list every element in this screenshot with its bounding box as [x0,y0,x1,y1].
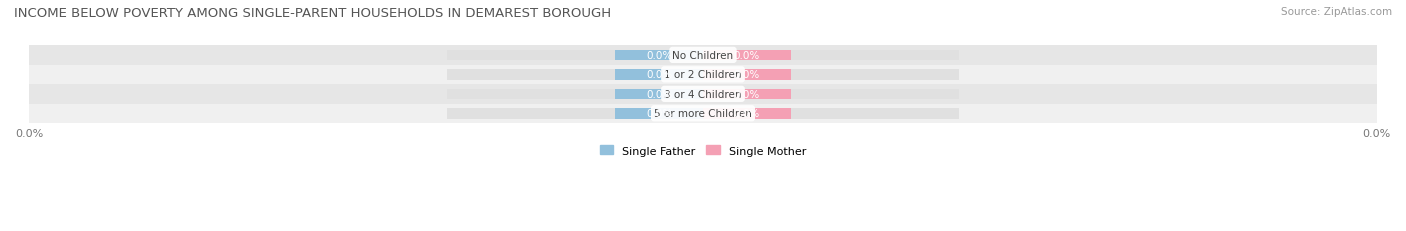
Legend: Single Father, Single Mother: Single Father, Single Mother [596,141,810,160]
Bar [30,65,1376,85]
Bar [616,70,703,80]
Text: INCOME BELOW POVERTY AMONG SINGLE-PARENT HOUSEHOLDS IN DEMAREST BOROUGH: INCOME BELOW POVERTY AMONG SINGLE-PARENT… [14,7,612,20]
Bar [447,70,959,80]
Bar [703,89,790,100]
Text: 1 or 2 Children: 1 or 2 Children [664,70,742,80]
Text: 3 or 4 Children: 3 or 4 Children [664,89,742,99]
Text: 0.0%: 0.0% [734,89,759,99]
Bar [616,109,703,119]
Bar [616,89,703,100]
Bar [703,109,790,119]
Text: 0.0%: 0.0% [734,70,759,80]
Text: 0.0%: 0.0% [647,89,672,99]
Text: 0.0%: 0.0% [647,109,672,119]
Text: 0.0%: 0.0% [734,51,759,61]
Text: 0.0%: 0.0% [647,51,672,61]
Bar [30,104,1376,124]
Bar [703,50,790,61]
Bar [447,50,959,61]
Text: No Children: No Children [672,51,734,61]
Bar [616,50,703,61]
Bar [703,70,790,80]
Text: Source: ZipAtlas.com: Source: ZipAtlas.com [1281,7,1392,17]
Text: 0.0%: 0.0% [734,109,759,119]
Bar [447,109,959,119]
Text: 0.0%: 0.0% [647,70,672,80]
Bar [30,46,1376,65]
Text: 5 or more Children: 5 or more Children [654,109,752,119]
Bar [30,85,1376,104]
Bar [447,89,959,100]
